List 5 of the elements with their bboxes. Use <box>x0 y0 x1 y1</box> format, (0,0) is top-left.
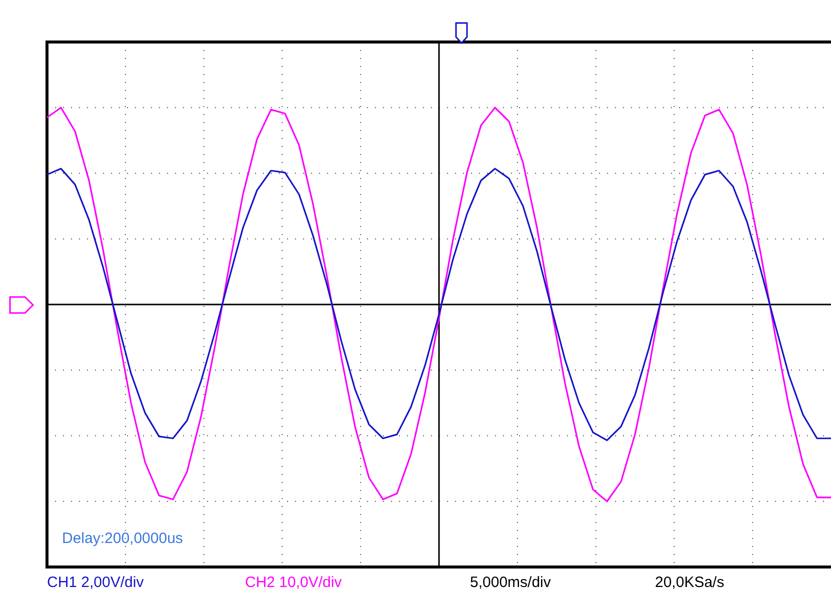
text: CH2 10,0V/div <box>245 574 342 591</box>
text: CH1 2,00V/div <box>47 574 144 591</box>
text: 20,0KSa/s <box>655 574 724 591</box>
text: Delay:200,0000us <box>62 530 183 547</box>
text: 5,000ms/div <box>470 574 551 591</box>
